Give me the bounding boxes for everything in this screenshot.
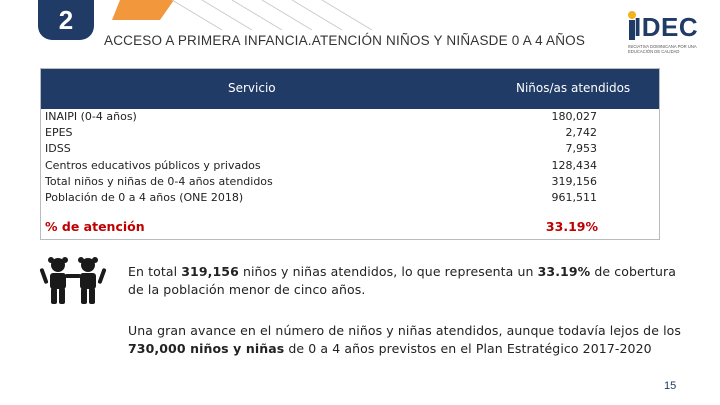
row-value: 2,742 bbox=[565, 126, 598, 140]
total-attended: 319,156 bbox=[181, 264, 239, 279]
row-value: 180,027 bbox=[551, 110, 598, 123]
logo-subtitle: Iniciativa Dominicana por una Educación … bbox=[628, 44, 697, 54]
row-label: INAIPI (0-4 años) bbox=[45, 110, 137, 123]
row-value: 319,156 bbox=[551, 174, 598, 188]
attention-rate-value: 33.19% bbox=[545, 219, 598, 234]
coverage-rate: 33.19% bbox=[537, 264, 591, 279]
row-value: 128,434 bbox=[551, 158, 598, 172]
progress-paragraph: Una gran avance en el número de niños y … bbox=[128, 323, 682, 356]
page-number: 15 bbox=[664, 380, 677, 392]
row-label: Población de 0 a 4 años (ONE 2018) bbox=[45, 190, 244, 204]
row-label: Total niños y niñas de 0-4 años atendido… bbox=[45, 174, 273, 188]
row-value: 7,953 bbox=[565, 142, 598, 156]
services-table: Servicio Niños/as atendidos INAIPI (0-4 … bbox=[40, 68, 660, 240]
header-service: Servicio bbox=[228, 81, 276, 95]
table-row: EPES 2,742 bbox=[45, 126, 659, 142]
header-count: Niños/as atendidos bbox=[516, 81, 631, 95]
row-label: Centros educativos públicos y privados bbox=[45, 158, 261, 172]
table-row: Población de 0 a 4 años (ONE 2018) 961,5… bbox=[45, 191, 659, 207]
decorative-lines bbox=[112, 0, 373, 30]
table-row: Total niños y niñas de 0-4 años atendido… bbox=[45, 175, 659, 191]
logo-name: IDEC bbox=[634, 12, 699, 42]
table-row: IDSS 7,953 bbox=[45, 142, 659, 158]
coverage-paragraph: En total 319,156 niños y niñas atendidos… bbox=[128, 264, 677, 297]
logo: IDEC Iniciativa Dominicana por una Educa… bbox=[622, 10, 714, 60]
slide-number-badge: 2 bbox=[38, 0, 94, 40]
attention-rate-label: % de atención bbox=[45, 219, 145, 234]
table-header: Servicio Niños/as atendidos bbox=[41, 69, 659, 109]
slide-number: 2 bbox=[58, 4, 74, 35]
table-row: Centros educativos públicos y privados 1… bbox=[45, 159, 659, 175]
children-icon bbox=[39, 257, 107, 304]
attention-rate-row: % de atención 33.19% bbox=[45, 219, 659, 237]
slide-title: ACCESO A PRIMERA INFANCIA.ATENCIÓN NIÑOS… bbox=[104, 33, 586, 48]
table-row: INAIPI (0-4 años) 180,027 bbox=[45, 110, 659, 126]
row-label: IDSS bbox=[45, 142, 71, 156]
row-value: 961,511 bbox=[551, 190, 598, 204]
table-body: INAIPI (0-4 años) 180,027 EPES 2,742 IDS… bbox=[45, 110, 659, 207]
target-children: 730,000 niños y niñas bbox=[128, 341, 285, 356]
row-label: EPES bbox=[45, 126, 73, 140]
logo-mark-icon bbox=[628, 11, 636, 40]
